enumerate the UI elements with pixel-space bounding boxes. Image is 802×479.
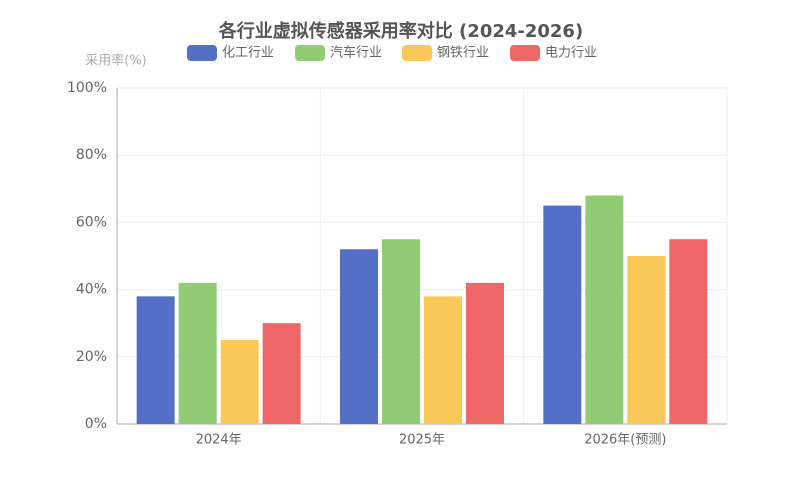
bar	[543, 205, 582, 424]
legend-label: 电力行业	[545, 46, 597, 61]
bar	[424, 296, 462, 424]
x-tick-label: 2024年	[196, 433, 242, 448]
bar	[136, 296, 175, 424]
bar	[382, 239, 420, 424]
y-tick-label: 0%	[85, 416, 107, 432]
bar	[627, 256, 666, 424]
x-tick-label: 2026年(预测)	[584, 433, 666, 448]
bar	[220, 340, 259, 424]
legend-label: 钢铁行业	[437, 46, 489, 61]
bar	[178, 282, 217, 424]
y-tick-label: 40%	[76, 282, 107, 298]
bar	[466, 282, 504, 424]
bar	[585, 195, 624, 424]
y-tick-label: 80%	[76, 147, 107, 163]
legend-label: 汽车行业	[330, 45, 382, 61]
chart-title: 各行业虚拟传感器采用率对比 (2024-2026)	[218, 20, 583, 42]
bar	[669, 239, 708, 424]
legend-swatch	[402, 45, 432, 61]
legend-swatch	[295, 45, 325, 61]
legend-swatch	[187, 45, 217, 61]
x-tick-label: 2025年	[399, 433, 445, 448]
y-tick-label: 60%	[76, 214, 107, 230]
y-tick-label: 20%	[76, 349, 107, 365]
legend-label: 化工行业	[222, 46, 274, 61]
y-axis-label: 采用率(%)	[85, 53, 147, 69]
bar	[340, 249, 378, 424]
y-tick-label: 100%	[67, 80, 107, 96]
legend-swatch	[510, 45, 540, 61]
bar	[262, 323, 301, 424]
